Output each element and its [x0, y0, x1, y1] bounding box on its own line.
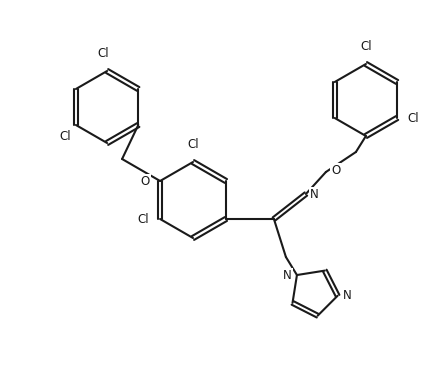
- Text: Cl: Cl: [187, 138, 199, 151]
- Text: N: N: [343, 289, 351, 302]
- Text: Cl: Cl: [360, 40, 372, 53]
- Text: Cl: Cl: [97, 47, 109, 60]
- Text: O: O: [331, 164, 340, 177]
- Text: Cl: Cl: [59, 130, 71, 143]
- Text: Cl: Cl: [138, 213, 149, 226]
- Text: Cl: Cl: [407, 112, 419, 125]
- Text: N: N: [283, 269, 292, 282]
- Text: N: N: [310, 187, 319, 200]
- Text: O: O: [141, 174, 150, 187]
